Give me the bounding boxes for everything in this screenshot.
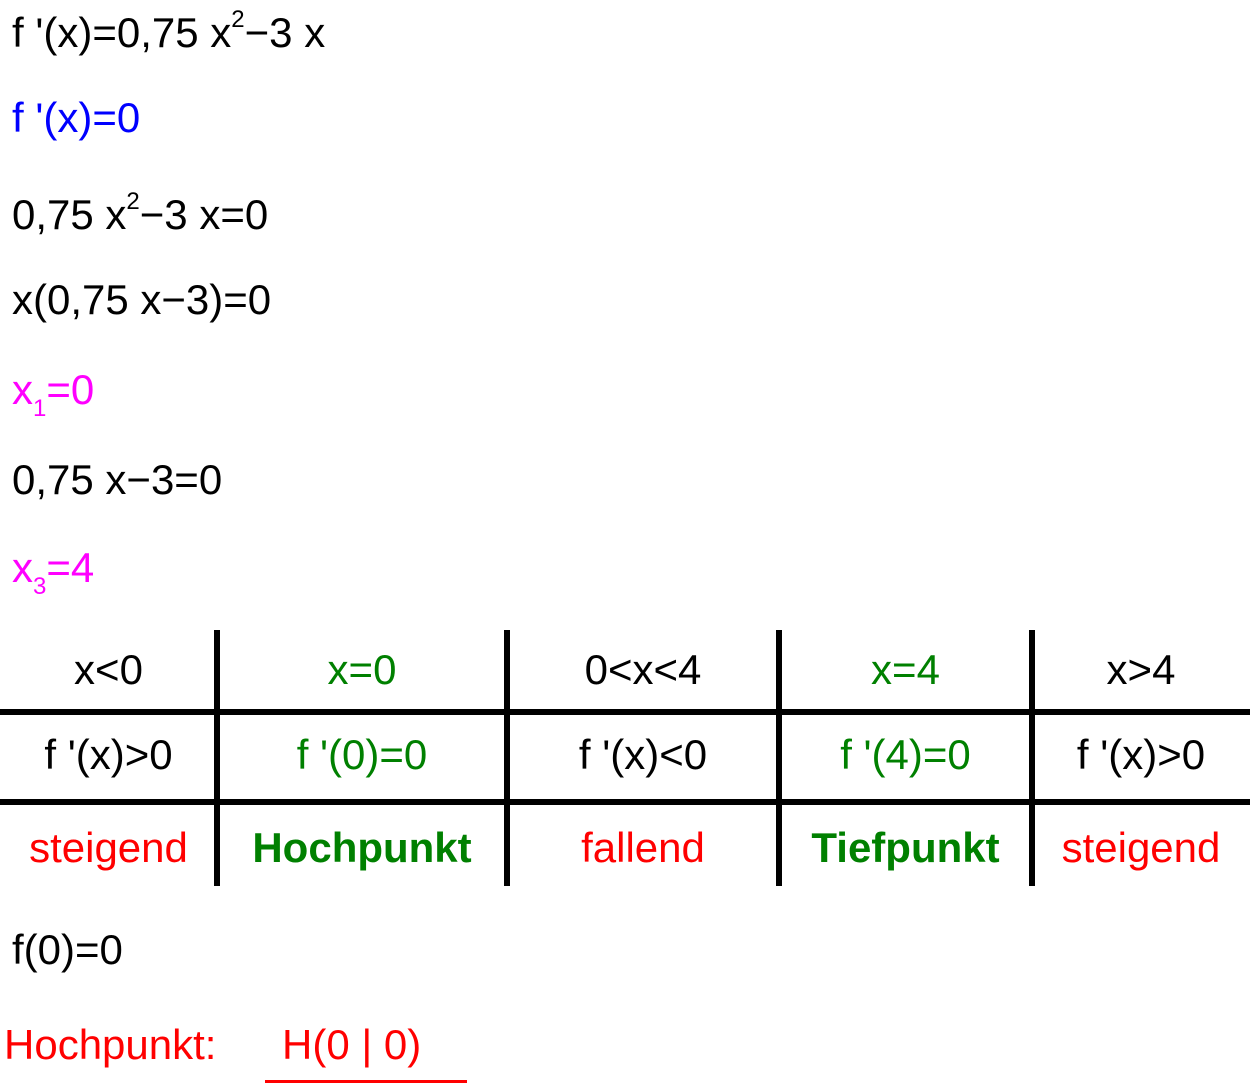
equation: 0,75 x2−3 x=0 (12, 188, 269, 239)
table-cell: x>4 (1106, 646, 1176, 693)
result: Hochpunkt: (4, 1021, 216, 1069)
table-rule (1029, 630, 1035, 886)
math: x (12, 366, 33, 413)
math: −3 x (244, 9, 326, 56)
equation: x3=4 (12, 544, 95, 599)
equation: x1=0 (12, 366, 95, 421)
equation: f(0)=0 (12, 926, 123, 974)
table-cell: f '(0)=0 (296, 731, 428, 778)
table-cell: Tiefpunkt (811, 824, 1000, 871)
underline (265, 1080, 467, 1083)
math: f '(x)=0,75 x (12, 9, 232, 56)
table-cell: 0<x<4 (584, 646, 702, 693)
math: 0,75 x−3=0 (12, 456, 223, 503)
table-cell: f '(x)>0 (44, 731, 173, 778)
math: −3 x=0 (139, 191, 269, 238)
table-rule (214, 630, 220, 886)
table-cell: f '(x)<0 (578, 731, 708, 778)
table-cell: f '(x)>0 (1076, 731, 1206, 778)
equation: f '(x)=0,75 x2−3 x (12, 6, 326, 57)
equation: x(0,75 x−3)=0 (12, 276, 271, 324)
math: x(0,75 x−3)=0 (12, 276, 272, 323)
table-cell: fallend (581, 824, 705, 871)
result-label: Hochpunkt: (4, 1021, 217, 1068)
table-cell: x=0 (327, 646, 397, 693)
equation: f '(x)=0 (12, 94, 140, 142)
table-cell: x=4 (871, 646, 940, 693)
math: 0,75 x (12, 191, 127, 238)
table-rule (0, 709, 1250, 715)
subscript: 3 (33, 573, 47, 600)
superscript: 2 (126, 188, 140, 215)
point: H(0 | 0) (282, 1021, 422, 1068)
subscript: 1 (33, 395, 47, 422)
table-rule (504, 630, 510, 886)
table-cell: x<0 (74, 646, 143, 693)
equation: 0,75 x−3=0 (12, 456, 222, 504)
table-cell: steigend (1061, 824, 1221, 871)
math: =0 (46, 366, 95, 413)
math: =4 (46, 544, 95, 591)
table-rule (0, 799, 1250, 805)
math: f(0)=0 (12, 926, 123, 973)
math: f '(x)=0 (12, 94, 141, 141)
result-point: H(0 | 0) (282, 1021, 421, 1069)
table-cell: Hochpunkt (252, 824, 472, 871)
table-cell: steigend (29, 824, 188, 871)
table-cell: f '(4)=0 (840, 731, 971, 778)
superscript: 2 (231, 6, 245, 33)
math: x (12, 544, 33, 591)
table-rule (776, 630, 782, 886)
